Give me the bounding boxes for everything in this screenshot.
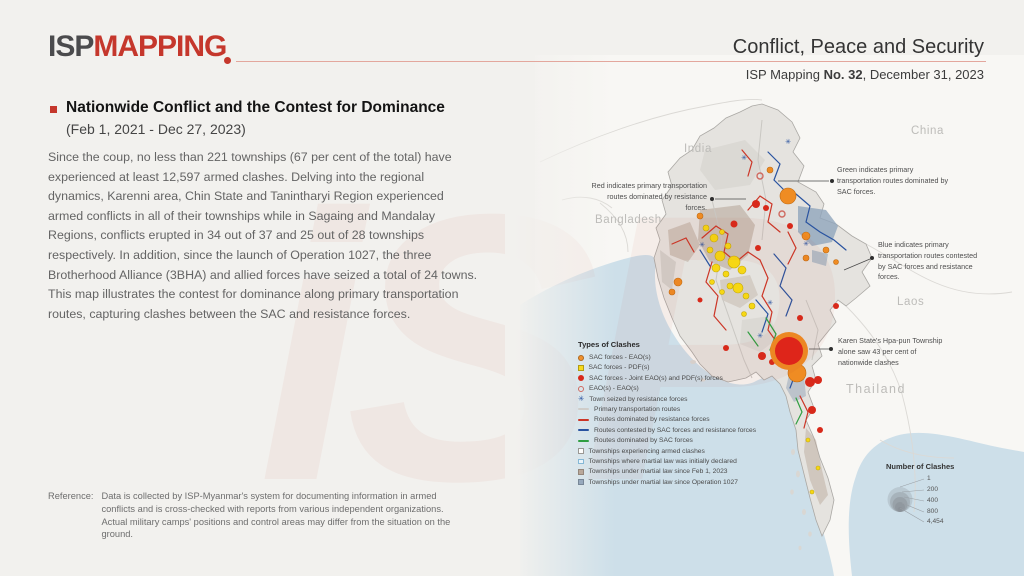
legend-item: Townships experiencing armed clashes — [578, 448, 738, 455]
legend-item: Townships under martial law since Feb 1,… — [578, 468, 738, 475]
country-label-laos: Laos — [897, 296, 925, 308]
clash-red-icon — [578, 375, 584, 382]
isp-mapping-logo: ISPMAPPING — [48, 30, 227, 64]
legend-item: Routes contested by SAC forces and resis… — [578, 427, 756, 434]
annotation-blue-routes: Blue indicates primary transportation ro… — [878, 240, 978, 282]
svg-text:✳: ✳ — [803, 240, 809, 248]
clash-scale-value: 400 — [927, 497, 939, 504]
clash-scale-value: 1 — [927, 475, 931, 482]
clash-orange-icon — [578, 354, 584, 361]
svg-text:✳: ✳ — [741, 154, 747, 162]
svg-text:✳: ✳ — [757, 332, 763, 340]
town-seized-icon: ✳ — [578, 394, 585, 404]
legend-item: EAO(s) - EAO(s) — [578, 385, 738, 392]
issue-prefix: ISP Mapping — [745, 67, 824, 82]
clash-scale-value: 800 — [927, 508, 939, 515]
reference-label: Reference: — [48, 491, 94, 501]
country-label-bangladesh: Bangladesh — [595, 214, 662, 226]
logo-isp-text: ISP — [48, 30, 94, 63]
legend-item: SAC forces - EAO(s) — [578, 354, 738, 361]
routes-resistance — [671, 149, 809, 429]
svg-text:✳: ✳ — [785, 138, 791, 146]
township-martial-feb2023-icon — [578, 469, 584, 475]
route-sac-icon — [578, 439, 589, 442]
township-clashes-icon — [578, 448, 584, 454]
annotation-red-routes: Red indicates primary transportation rou… — [591, 181, 707, 212]
legend-item: SAC forces - Joint EAO(s) and PDF(s) for… — [578, 375, 738, 382]
legend-item: Routes dominated by SAC forces — [578, 437, 738, 444]
summary-paragraph: Since the coup, no less than 221 townshi… — [48, 150, 478, 321]
clash-scale-value: 200 — [927, 486, 939, 493]
hpapun-bubble — [770, 332, 808, 370]
annotation-green-routes: Green indicates primary transportation r… — [837, 165, 949, 196]
routes-contested — [699, 151, 847, 389]
township-martial-initial-icon — [578, 458, 584, 465]
route-contested-icon — [578, 429, 589, 432]
township-martial-op1027-icon — [578, 479, 584, 485]
date-range: (Feb 1, 2021 - Dec 27, 2023) — [66, 121, 246, 137]
callout-dots — [710, 179, 874, 351]
types-of-clashes-legend: Types of Clashes SAC forces - EAO(s) SAC… — [578, 340, 756, 489]
clash-eao-eao-icon — [578, 385, 584, 392]
towns-seized: ✳ ✳ ✳ ✳ ✳ ✳ — [699, 138, 809, 340]
clash-scale-title: Number of Clashes — [886, 462, 955, 471]
annotation-hpapun: Karen State's Hpa-pun Township alone saw… — [838, 336, 943, 367]
reference-note: Reference: Data is collected by ISP-Myan… — [48, 490, 478, 541]
reference-text: Data is collected by ISP-Myanmar's syste… — [101, 491, 451, 540]
legend-item: SAC forces - PDF(s) — [578, 364, 738, 371]
svg-text:✳: ✳ — [767, 299, 773, 307]
legend-item: Townships under martial law since Operat… — [578, 479, 738, 486]
logo-dot — [224, 57, 231, 64]
header-rule — [236, 61, 986, 62]
clash-bubbles: ✳ ✳ ✳ ✳ ✳ ✳ — [668, 138, 839, 495]
legend-item: ✳ Town seized by resistance forces — [578, 394, 688, 404]
svg-text:✳: ✳ — [699, 241, 705, 249]
clash-scale-bubbles — [887, 478, 925, 523]
legend-item: Townships where martial law was initiall… — [578, 458, 738, 465]
issue-date: , December 31, 2023 — [862, 67, 984, 82]
legend-item: Routes dominated by resistance forces — [578, 416, 738, 423]
route-resistance-icon — [578, 418, 589, 421]
country-label-thailand: Thailand — [846, 382, 906, 396]
country-label-china: China — [911, 125, 945, 137]
myanmar-shape: ✳ ✳ ✳ ✳ ✳ ✳ — [653, 103, 873, 537]
page-title: Conflict, Peace and Security — [732, 36, 984, 58]
map-heading: Nationwide Conflict and the Contest for … — [66, 99, 445, 116]
heading-bullet — [50, 106, 57, 113]
legend-item: Primary transportation routes — [578, 406, 738, 413]
clash-yellow-icon — [578, 365, 584, 371]
legend-title: Types of Clashes — [578, 340, 640, 349]
logo-mapping-text: MAPPING — [93, 30, 227, 63]
callout-lines — [715, 180, 871, 350]
clash-scale-value: 4,454 — [927, 518, 944, 525]
issue-line: ISP Mapping No. 32, December 31, 2023 — [746, 67, 984, 82]
primary-route-icon — [578, 408, 589, 411]
issue-number: No. 32 — [823, 67, 863, 82]
country-label-india: India — [684, 143, 712, 155]
